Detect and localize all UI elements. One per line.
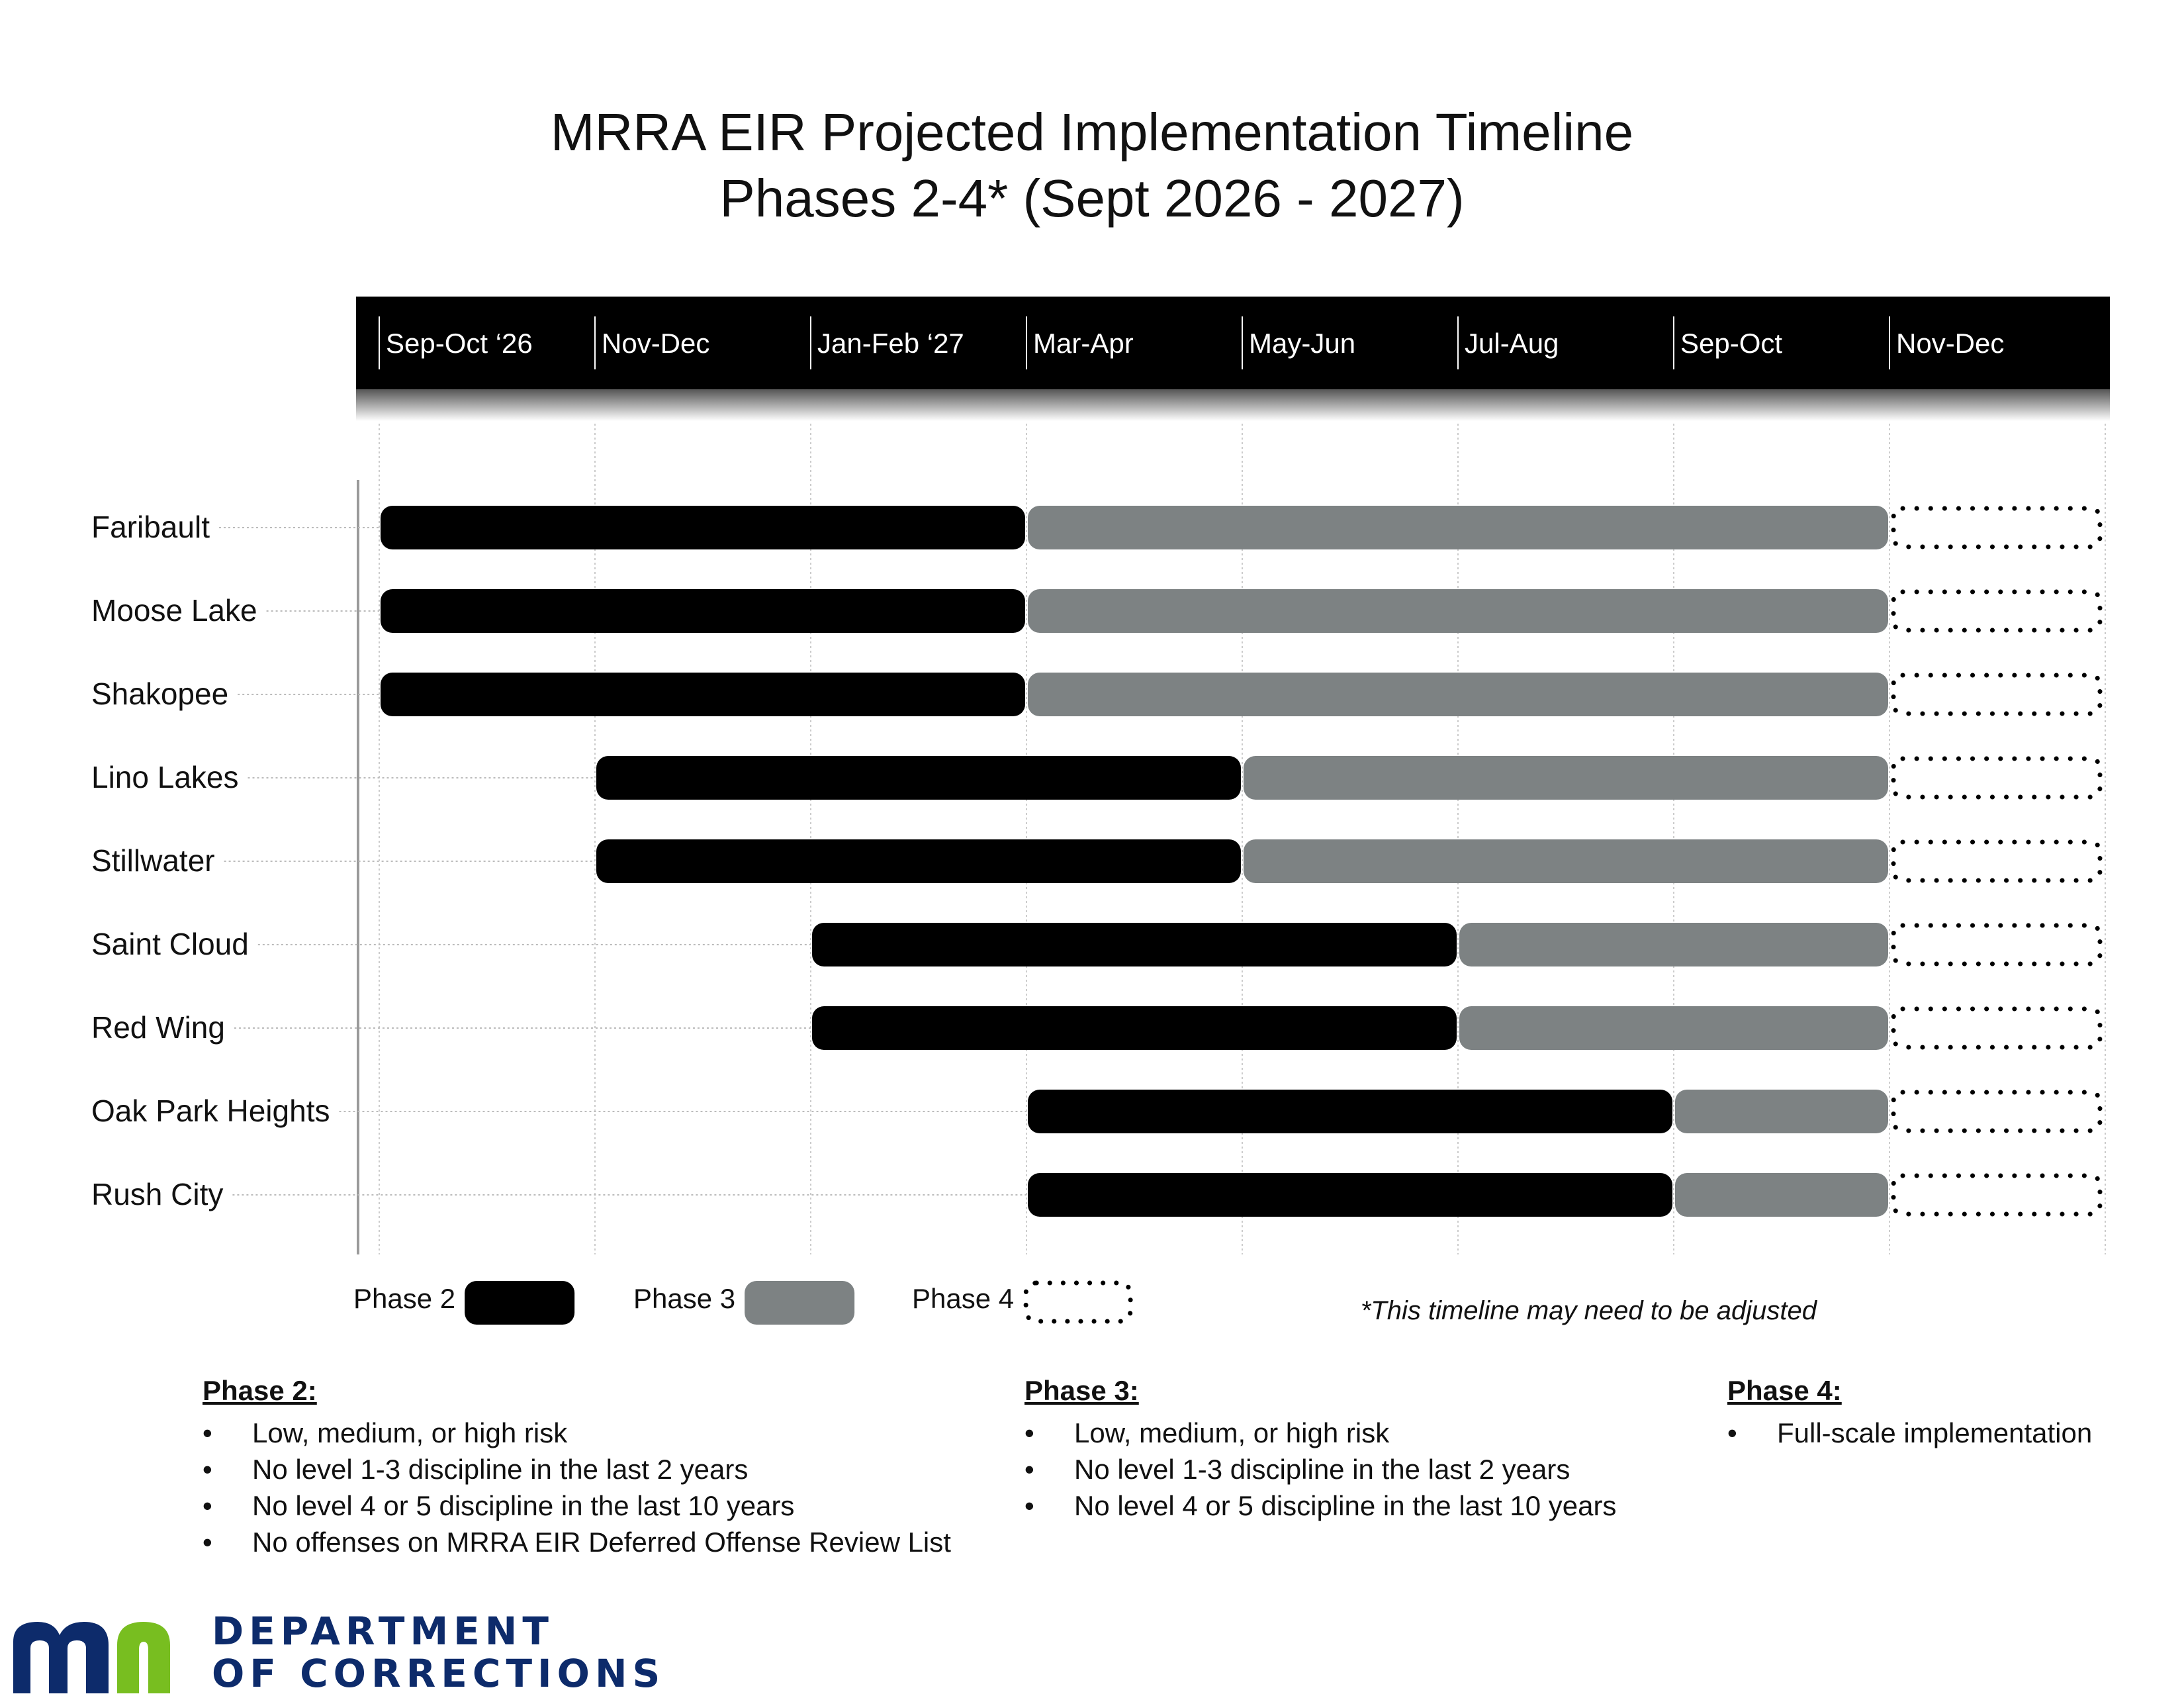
legend-swatch [1023,1280,1133,1324]
phase-4-bar [1891,1173,2103,1217]
period-label: Nov-Dec [602,328,709,359]
chart-title: MRRA EIR Projected Implementation Timeli… [550,103,1634,162]
phase-2-list: Low, medium, or high risk No level 1-3 d… [203,1415,951,1560]
list-item: No level 4 or 5 discipline in the last 1… [1024,1487,1616,1524]
gantt-rows: Faribault Moose Lake Shakopee Lino Lakes Sti… [91,506,2103,1217]
phase-2-bar [1028,1173,1672,1217]
period-label: Jan-Feb ‘27 [817,328,964,359]
phase-4-bar [1891,673,2103,716]
phase-2-criteria: Phase 2: Low, medium, or high risk No le… [203,1374,951,1560]
phase-3-bar [1244,839,1888,883]
timeline-header: Sep-Oct ‘26 Nov-Dec Jan-Feb ‘27 Mar-Apr May-… [356,297,2110,421]
logo-line-2: OF CORRECTIONS [212,1651,666,1696]
legend: Phase 2 Phase 3 Phase 4 [353,1280,1133,1325]
phase-2-title: Phase 2: [203,1375,317,1406]
phase-4-bar [1891,923,2103,966]
legend-label: Phase 4 [912,1283,1014,1314]
row-label: Lino Lakes [91,760,239,794]
row-label: Faribault [91,510,210,544]
row-label: Saint Cloud [91,927,249,961]
phase-4-bar [1891,756,2103,800]
phase-3-bar [1028,506,1888,549]
phase-2-bar [812,923,1457,966]
phase-3-bar [1028,673,1888,716]
row-label: Red Wing [91,1010,225,1045]
phase-2-bar [381,673,1025,716]
legend-swatch [745,1281,855,1325]
list-item: No level 1-3 discipline in the last 2 ye… [203,1451,951,1487]
phase-4-title: Phase 4: [1727,1375,1842,1406]
phase-2-bar [381,506,1025,549]
phase-2-bar [596,839,1241,883]
chart-subtitle: Phases 2-4* (Sept 2026 - 2027) [719,169,1465,228]
phase-3-criteria: Phase 3: Low, medium, or high risk No le… [1024,1374,1616,1524]
list-item: Full-scale implementation [1727,1415,2092,1451]
legend-label: Phase 3 [633,1283,735,1314]
list-item: Low, medium, or high risk [1024,1415,1616,1451]
phase-3-bar [1244,756,1888,800]
period-label: Nov-Dec [1896,328,2004,359]
list-item: No level 1-3 discipline in the last 2 ye… [1024,1451,1616,1487]
phase-4-bar [1891,1090,2103,1133]
row-label: Moose Lake [91,593,257,628]
phase-4-bar [1891,839,2103,883]
phase-4-list: Full-scale implementation [1727,1415,2092,1451]
logo-line-1: DEPARTMENT [212,1609,554,1654]
row-label: Rush City [91,1177,223,1211]
period-label: May-Jun [1249,328,1355,359]
phase-3-bar [1675,1173,1888,1217]
row-label: Shakopee [91,677,228,711]
gantt-chart: Sep-Oct ‘26 Nov-Dec Jan-Feb ‘27 Mar-Apr May-… [91,297,2110,1325]
row-label: Stillwater [91,843,215,878]
phase-4-bar [1891,506,2103,549]
list-item: Low, medium, or high risk [203,1415,951,1451]
phase-2-bar [812,1006,1457,1050]
period-label: Jul-Aug [1465,328,1559,359]
list-item: No offenses on MRRA EIR Deferred Offense… [203,1524,951,1560]
phase-3-bar [1028,589,1888,633]
phase-2-bar [1028,1090,1672,1133]
phase-3-bar [1675,1090,1888,1133]
row-label: Oak Park Heights [91,1094,330,1128]
header-shadow [356,389,2110,421]
period-label: Sep-Oct ‘26 [386,328,533,359]
phase-3-bar [1459,923,1888,966]
department-logo-text: DEPARTMENT OF CORRECTIONS [212,1610,665,1695]
phase-4-bar [1891,1006,2103,1050]
phase-4-criteria: Phase 4: Full-scale implementation [1727,1374,2092,1451]
header-bar [356,297,2110,389]
phase-4-bar [1891,589,2103,633]
legend-swatch [465,1281,575,1325]
phase-3-list: Low, medium, or high risk No level 1-3 d… [1024,1415,1616,1524]
legend-label: Phase 2 [353,1283,455,1314]
period-label: Mar-Apr [1033,328,1134,359]
phase-2-bar [381,589,1025,633]
phase-3-title: Phase 3: [1024,1375,1139,1406]
list-item: No level 4 or 5 discipline in the last 1… [203,1487,951,1524]
period-label: Sep-Oct [1680,328,1782,359]
phase-3-bar [1459,1006,1888,1050]
phase-2-bar [596,756,1241,800]
chart-title-block: MRRA EIR Projected Implementation Timeli… [0,99,2184,232]
mn-logo-icon [13,1622,170,1693]
timeline-note: *This timeline may need to be adjusted [1361,1296,1818,1325]
